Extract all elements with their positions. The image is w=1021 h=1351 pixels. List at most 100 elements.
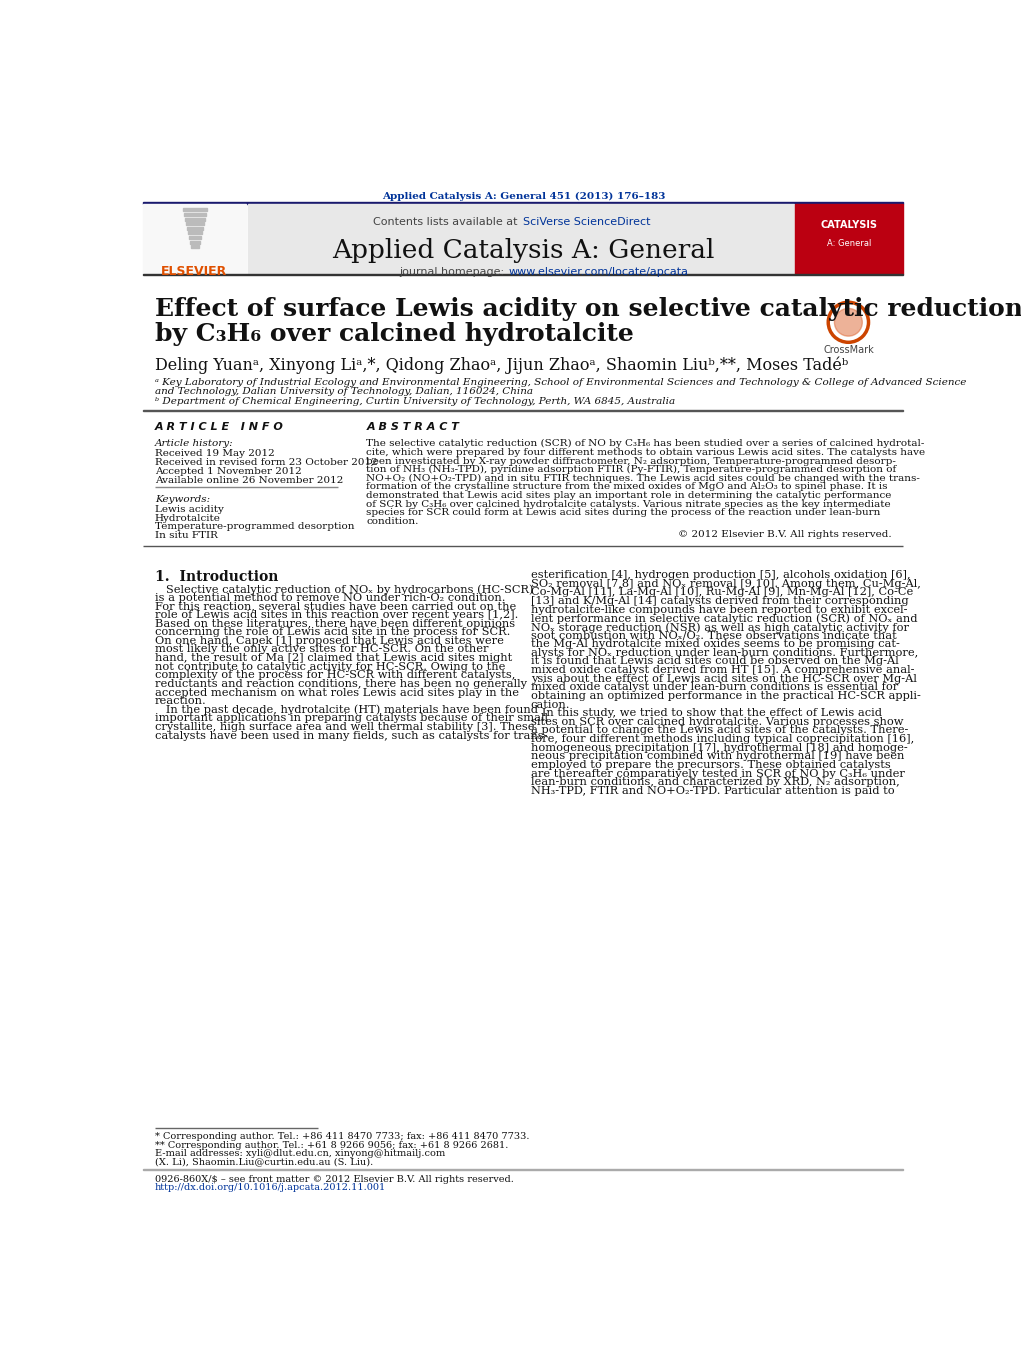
Bar bbox=[143, 203, 904, 204]
Text: Selective catalytic reduction of NOₓ by hydrocarbons (HC-SCR): Selective catalytic reduction of NOₓ by … bbox=[155, 584, 533, 594]
Bar bbox=[184, 208, 206, 211]
Text: A B S T R A C T: A B S T R A C T bbox=[367, 423, 459, 432]
Bar bbox=[189, 236, 201, 239]
Text: mixed oxide catalyst under lean-burn conditions is essential for: mixed oxide catalyst under lean-burn con… bbox=[531, 682, 897, 692]
Bar bbox=[190, 240, 200, 243]
Text: SO₂ removal [7,8] and NOₓ removal [9,10]. Among them, Cu-Mg-Al,: SO₂ removal [7,8] and NOₓ removal [9,10]… bbox=[531, 578, 921, 589]
Text: Article history:: Article history: bbox=[155, 439, 234, 449]
Text: In situ FTIR: In situ FTIR bbox=[155, 531, 217, 540]
Text: tion of NH₃ (NH₃-TPD), pyridine adsorption FTIR (Py-FTIR), Temperature-programme: tion of NH₃ (NH₃-TPD), pyridine adsorpti… bbox=[367, 465, 896, 474]
Text: Available online 26 November 2012: Available online 26 November 2012 bbox=[155, 476, 343, 485]
Text: A R T I C L E   I N F O: A R T I C L E I N F O bbox=[155, 423, 284, 432]
Text: journal homepage:: journal homepage: bbox=[399, 267, 507, 277]
Text: Hydrotalcite: Hydrotalcite bbox=[155, 513, 221, 523]
Text: 0926-860X/$ – see front matter © 2012 Elsevier B.V. All rights reserved.: 0926-860X/$ – see front matter © 2012 El… bbox=[155, 1174, 514, 1183]
Text: Effect of surface Lewis acidity on selective catalytic reduction of NO: Effect of surface Lewis acidity on selec… bbox=[155, 297, 1021, 322]
Text: reductants and reaction conditions, there has been no generally: reductants and reaction conditions, ther… bbox=[155, 680, 527, 689]
Text: cite, which were prepared by four different methods to obtain various Lewis acid: cite, which were prepared by four differ… bbox=[367, 449, 925, 457]
Text: demonstrated that Lewis acid sites play an important role in determining the cat: demonstrated that Lewis acid sites play … bbox=[367, 490, 891, 500]
Text: The selective catalytic reduction (SCR) of NO by C₃H₆ has been studied over a se: The selective catalytic reduction (SCR) … bbox=[367, 439, 925, 449]
Text: not contribute to catalytic activity for HC-SCR. Owing to the: not contribute to catalytic activity for… bbox=[155, 662, 505, 671]
Text: Contents lists available at: Contents lists available at bbox=[374, 216, 522, 227]
Text: CATALYSIS: CATALYSIS bbox=[821, 220, 878, 230]
Text: neous precipitation combined with hydrothermal [19] have been: neous precipitation combined with hydrot… bbox=[531, 751, 904, 762]
Bar bbox=[186, 222, 204, 226]
Text: lean-burn conditions, and characterized by XRD, N₂ adsorption,: lean-burn conditions, and characterized … bbox=[531, 777, 900, 788]
Text: crystallite, high surface area and well thermal stability [3]. These: crystallite, high surface area and well … bbox=[155, 721, 534, 732]
Text: Co-Mg-Al [11], La-Mg-Al [10], Ru-Mg-Al [9], Mn-Mg-Al [12], Co-Ce: Co-Mg-Al [11], La-Mg-Al [10], Ru-Mg-Al [… bbox=[531, 588, 913, 597]
Text: ** Corresponding author. Tel.: +61 8 9266 9056; fax: +61 8 9266 2681.: ** Corresponding author. Tel.: +61 8 926… bbox=[155, 1140, 508, 1150]
Text: the Mg-Al hydrotalcite mixed oxides seems to be promising cat-: the Mg-Al hydrotalcite mixed oxides seem… bbox=[531, 639, 900, 650]
Text: complexity of the process for HC-SCR with different catalysts,: complexity of the process for HC-SCR wit… bbox=[155, 670, 516, 681]
Text: role of Lewis acid sites in this reaction over recent years [1,2].: role of Lewis acid sites in this reactio… bbox=[155, 609, 518, 620]
Text: In the past decade, hydrotalcite (HT) materials have been found: In the past decade, hydrotalcite (HT) ma… bbox=[155, 705, 538, 716]
Text: Temperature-programmed desorption: Temperature-programmed desorption bbox=[155, 523, 354, 531]
Bar bbox=[185, 218, 205, 220]
Text: of SCR by C₃H₆ over calcined hydrotalcite catalysts. Various nitrate species as : of SCR by C₃H₆ over calcined hydrotalcit… bbox=[367, 500, 891, 509]
Text: Applied Catalysis A: General 451 (2013) 176–183: Applied Catalysis A: General 451 (2013) … bbox=[382, 192, 666, 200]
Text: fore, four different methods including typical coprecipitation [16],: fore, four different methods including t… bbox=[531, 734, 914, 744]
Text: A: General: A: General bbox=[827, 239, 871, 249]
Text: been investigated by X-ray powder diffractometer, N₂ adsorption, Temperature-pro: been investigated by X-ray powder diffra… bbox=[367, 457, 896, 466]
Text: sites on SCR over calcined hydrotalcite. Various processes show: sites on SCR over calcined hydrotalcite.… bbox=[531, 717, 904, 727]
Bar bbox=[188, 231, 202, 235]
Text: esterification [4], hydrogen production [5], alcohols oxidation [6],: esterification [4], hydrogen production … bbox=[531, 570, 911, 580]
Text: CrossMark: CrossMark bbox=[823, 346, 874, 355]
Text: Received 19 May 2012: Received 19 May 2012 bbox=[155, 450, 275, 458]
Text: NOₓ storage reduction (NSR) as well as high catalytic activity for: NOₓ storage reduction (NSR) as well as h… bbox=[531, 621, 909, 632]
Text: hydrotalcite-like compounds have been reported to exhibit excel-: hydrotalcite-like compounds have been re… bbox=[531, 605, 907, 615]
Text: * Corresponding author. Tel.: +86 411 8470 7733; fax: +86 411 8470 7733.: * Corresponding author. Tel.: +86 411 84… bbox=[155, 1132, 529, 1142]
Text: mixed oxide catalyst derived from HT [15]. A comprehensive anal-: mixed oxide catalyst derived from HT [15… bbox=[531, 665, 914, 676]
Text: are thereafter comparatively tested in SCR of NO by C₃H₆ under: are thereafter comparatively tested in S… bbox=[531, 769, 905, 778]
Text: species for SCR could form at Lewis acid sites during the process of the reactio: species for SCR could form at Lewis acid… bbox=[367, 508, 881, 517]
Text: obtaining an optimized performance in the practical HC-SCR appli-: obtaining an optimized performance in th… bbox=[531, 690, 921, 701]
Text: Accepted 1 November 2012: Accepted 1 November 2012 bbox=[155, 467, 301, 476]
Text: formation of the crystalline structure from the mixed oxides of MgO and Al₂O₃ to: formation of the crystalline structure f… bbox=[367, 482, 888, 492]
Bar bbox=[187, 227, 203, 230]
Text: Based on these literatures, there have been different opinions: Based on these literatures, there have b… bbox=[155, 619, 515, 628]
Text: [13] and K/Mg-Al [14] catalysts derived from their corresponding: [13] and K/Mg-Al [14] catalysts derived … bbox=[531, 596, 909, 607]
Text: On one hand, Capek [1] proposed that Lewis acid sites were: On one hand, Capek [1] proposed that Lew… bbox=[155, 636, 503, 646]
Text: and Technology, Dalian University of Technology, Dalian, 116024, China: and Technology, Dalian University of Tec… bbox=[155, 386, 533, 396]
Text: by C₃H₆ over calcined hydrotalcite: by C₃H₆ over calcined hydrotalcite bbox=[155, 322, 634, 346]
Text: lent performance in selective catalytic reduction (SCR) of NOₓ and: lent performance in selective catalytic … bbox=[531, 613, 917, 624]
Bar bbox=[248, 204, 794, 274]
Text: soot combustion with NOₓ/O₂. These observations indicate that: soot combustion with NOₓ/O₂. These obser… bbox=[531, 631, 896, 640]
Text: concerning the role of Lewis acid site in the process for SCR.: concerning the role of Lewis acid site i… bbox=[155, 627, 510, 638]
Bar bbox=[143, 204, 246, 274]
Text: ᵃ Key Laboratory of Industrial Ecology and Environmental Engineering, School of : ᵃ Key Laboratory of Industrial Ecology a… bbox=[155, 378, 966, 386]
Text: Received in revised form 23 October 2012: Received in revised form 23 October 2012 bbox=[155, 458, 378, 467]
Text: (X. Li), Shaomin.Liu@curtin.edu.au (S. Liu).: (X. Li), Shaomin.Liu@curtin.edu.au (S. L… bbox=[155, 1158, 373, 1167]
Text: reaction.: reaction. bbox=[155, 696, 206, 707]
Text: SciVerse ScienceDirect: SciVerse ScienceDirect bbox=[523, 216, 650, 227]
Text: condition.: condition. bbox=[367, 517, 419, 526]
Text: homogeneous precipitation [17], hydrothermal [18] and homoge-: homogeneous precipitation [17], hydrothe… bbox=[531, 743, 908, 753]
Text: catalysts have been used in many fields, such as catalysts for trans-: catalysts have been used in many fields,… bbox=[155, 731, 547, 740]
Text: important applications in preparing catalysts because of their small: important applications in preparing cata… bbox=[155, 713, 547, 723]
Text: © 2012 Elsevier B.V. All rights reserved.: © 2012 Elsevier B.V. All rights reserved… bbox=[678, 530, 891, 539]
Text: a potential to change the Lewis acid sites of the catalysts. There-: a potential to change the Lewis acid sit… bbox=[531, 725, 908, 735]
Text: NH₃-TPD, FTIR and NO+O₂-TPD. Particular attention is paid to: NH₃-TPD, FTIR and NO+O₂-TPD. Particular … bbox=[531, 786, 894, 796]
Text: http://dx.doi.org/10.1016/j.apcata.2012.11.001: http://dx.doi.org/10.1016/j.apcata.2012.… bbox=[155, 1183, 386, 1192]
Text: Applied Catalysis A: General: Applied Catalysis A: General bbox=[333, 238, 715, 262]
Text: Deling Yuanᵃ, Xinyong Liᵃ,*, Qidong Zhaoᵃ, Jijun Zhaoᵃ, Shaomin Liuᵇ,**, Moses T: Deling Yuanᵃ, Xinyong Liᵃ,*, Qidong Zhao… bbox=[155, 357, 848, 374]
Text: For this reaction, several studies have been carried out on the: For this reaction, several studies have … bbox=[155, 601, 516, 612]
Text: employed to prepare the precursors. These obtained catalysts: employed to prepare the precursors. Thes… bbox=[531, 761, 890, 770]
Text: www.elsevier.com/locate/apcata: www.elsevier.com/locate/apcata bbox=[508, 267, 688, 277]
Text: accepted mechanism on what roles Lewis acid sites play in the: accepted mechanism on what roles Lewis a… bbox=[155, 688, 519, 697]
Text: In this study, we tried to show that the effect of Lewis acid: In this study, we tried to show that the… bbox=[531, 708, 881, 719]
Text: 1.  Introduction: 1. Introduction bbox=[155, 570, 278, 584]
Bar bbox=[795, 204, 904, 274]
Bar bbox=[191, 246, 199, 249]
Text: is a potential method to remove NO under rich-O₂ condition.: is a potential method to remove NO under… bbox=[155, 593, 505, 603]
Text: Keywords:: Keywords: bbox=[155, 494, 210, 504]
Text: ᵇ Department of Chemical Engineering, Curtin University of Technology, Perth, WA: ᵇ Department of Chemical Engineering, Cu… bbox=[155, 397, 675, 405]
Text: most likely the only active sites for HC-SCR. On the other: most likely the only active sites for HC… bbox=[155, 644, 488, 654]
Text: NO+O₂ (NO+O₂-TPD) and in situ FTIR techniques. The Lewis acid sites could be cha: NO+O₂ (NO+O₂-TPD) and in situ FTIR techn… bbox=[367, 474, 920, 482]
Text: ysis about the effect of Lewis acid sites on the HC-SCR over Mg-Al: ysis about the effect of Lewis acid site… bbox=[531, 674, 917, 684]
Text: hand, the result of Ma [2] claimed that Lewis acid sites might: hand, the result of Ma [2] claimed that … bbox=[155, 653, 512, 663]
Text: alysts for NOₓ reduction under lean-burn conditions. Furthermore,: alysts for NOₓ reduction under lean-burn… bbox=[531, 648, 918, 658]
Text: E-mail addresses: xyli@dlut.edu.cn, xinyong@hitmailj.com: E-mail addresses: xyli@dlut.edu.cn, xiny… bbox=[155, 1150, 445, 1158]
Circle shape bbox=[834, 308, 863, 336]
Text: ELSEVIER: ELSEVIER bbox=[161, 265, 228, 277]
